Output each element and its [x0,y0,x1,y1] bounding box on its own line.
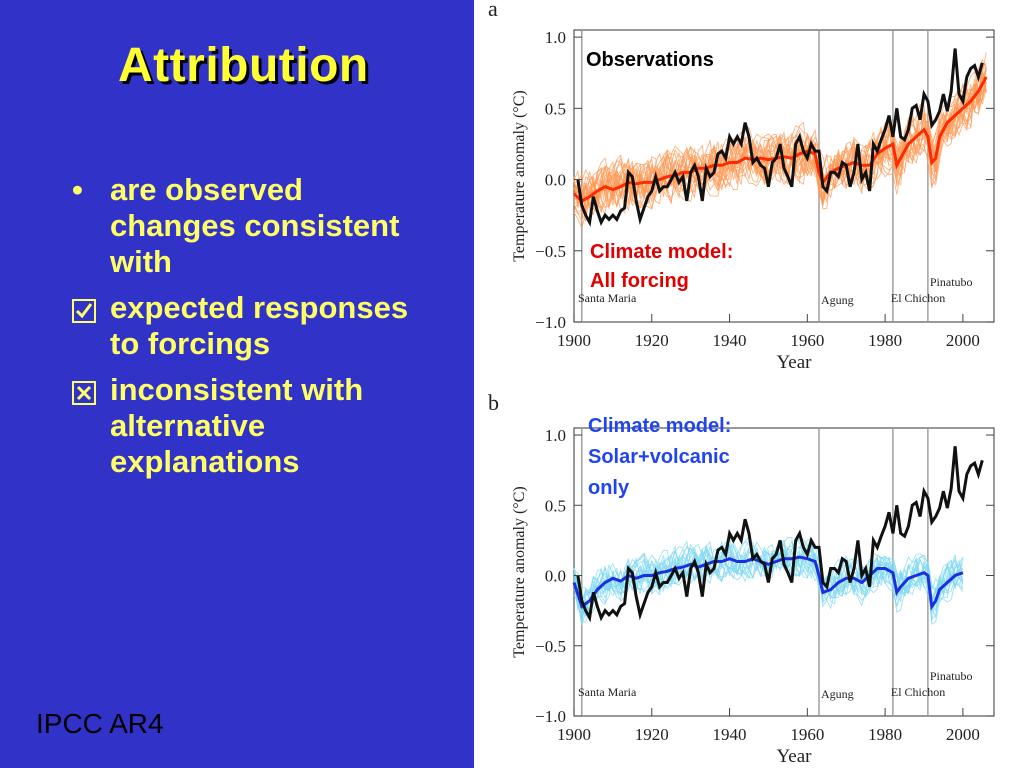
x-tick-label: 1900 [557,725,591,744]
x-tick-label: 2000 [946,725,980,744]
y-axis-label: Temperature anomaly (°C) [511,90,528,261]
slide-title: Attribution [118,39,369,92]
x-tick-label: 1940 [713,725,747,744]
volcano-label: El Chichon [891,685,945,699]
footer-source: IPCC AR4 [36,708,164,739]
y-tick-label: 1.0 [545,28,566,47]
y-tick-label: −1.0 [535,313,566,332]
panel-letter: b [488,390,499,415]
x-axis-label: Year [776,746,812,767]
y-tick-label: 0.5 [545,496,566,515]
x-tick-label: 1960 [790,331,824,350]
model-run-line [573,540,964,621]
volcano-label: Agung [821,687,854,701]
crossed-box-icon [72,372,102,408]
bullet-item: inconsistent with alternative explanatio… [72,372,432,480]
y-tick-label: −0.5 [535,242,566,261]
y-tick-label: −0.5 [535,637,566,656]
bullet-text: expected responses to forcings [110,290,409,361]
bullet-dot-icon: • [72,172,83,207]
volcano-label: Santa Maria [578,291,637,305]
y-tick-label: 0.5 [545,99,566,118]
model-run-line [573,73,987,214]
bullet-item: • are observed changes consistent with [72,172,432,280]
x-tick-label: 1900 [557,331,591,350]
checked-box-icon [72,290,102,326]
model-run-line [573,59,987,230]
model-run-line [573,541,964,626]
chart-annotation: Climate model: [588,415,731,437]
x-axis-label: Year [776,352,812,373]
volcano-label: Agung [821,293,854,307]
volcano-label: Pinatubo [930,275,973,289]
volcano-label: Pinatubo [930,669,973,683]
chart-figure: a 1.0 0.5 0.0 −0.5 −1.0 1900 1920 1940 1960 1980 20… [474,0,1024,768]
x-tick-label: 1980 [868,331,902,350]
x-tick-label: 2000 [946,331,980,350]
chart-annotation: Solar+volcanic [588,446,730,468]
bullet-text: inconsistent with alternative explanatio… [110,372,364,479]
x-tick-label: 1940 [713,331,747,350]
bullet-list: • are observed changes consistent with e… [72,172,432,490]
model-run-line [573,69,987,215]
chart-annotation: only [588,477,630,499]
plot-frame [573,29,995,323]
volcano-label: Santa Maria [578,685,637,699]
bullet-item: expected responses to forcings [72,290,432,362]
chart-annotation: Observations [586,49,714,71]
y-tick-label: 0.0 [545,567,566,586]
x-tick-label: 1920 [635,725,669,744]
x-tick-label: 1960 [790,725,824,744]
observations-line [576,48,984,227]
y-axis-label: Temperature anomaly (°C) [511,486,528,657]
x-tick-label: 1980 [868,725,902,744]
panel-letter: a [488,0,498,21]
model-run-line [573,543,964,603]
volcano-label: El Chichon [891,291,945,305]
chart-annotation: All forcing [590,270,689,292]
x-tick-label: 1920 [635,331,669,350]
y-tick-label: 0.0 [545,171,566,190]
observations-line [576,446,984,623]
chart-annotation: Climate model: [590,241,733,263]
y-tick-label: −1.0 [535,707,566,726]
bullet-text: are observed changes consistent with [110,172,400,279]
y-tick-label: 1.0 [545,426,566,445]
